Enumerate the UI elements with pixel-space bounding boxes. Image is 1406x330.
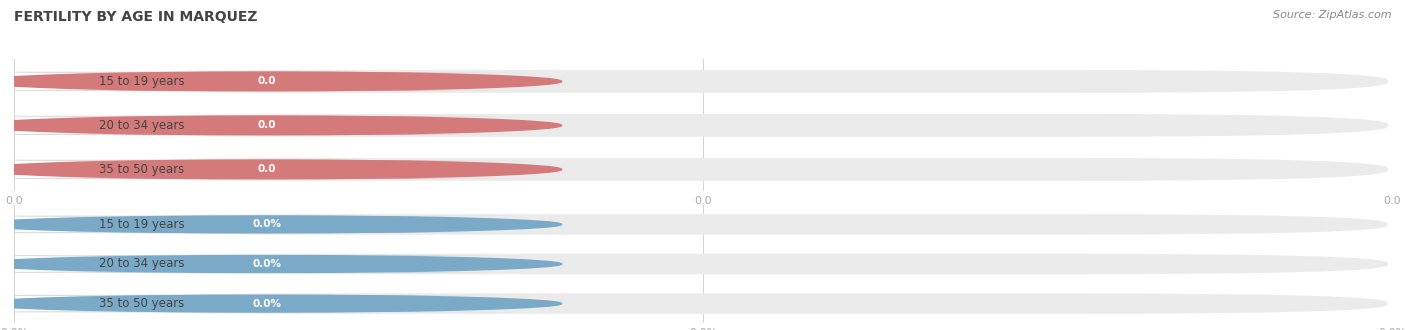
Text: 0.0%: 0.0%: [253, 299, 281, 309]
FancyBboxPatch shape: [0, 160, 301, 179]
FancyBboxPatch shape: [18, 158, 1388, 181]
Text: 0.0%: 0.0%: [253, 259, 281, 269]
Text: 0.0: 0.0: [257, 164, 276, 174]
FancyBboxPatch shape: [18, 214, 1388, 235]
Circle shape: [0, 72, 561, 91]
Text: 20 to 34 years: 20 to 34 years: [100, 257, 184, 271]
Text: FERTILITY BY AGE IN MARQUEZ: FERTILITY BY AGE IN MARQUEZ: [14, 10, 257, 24]
FancyBboxPatch shape: [15, 216, 517, 233]
Text: Source: ZipAtlas.com: Source: ZipAtlas.com: [1274, 10, 1392, 20]
FancyBboxPatch shape: [0, 295, 301, 312]
Text: 20 to 34 years: 20 to 34 years: [100, 119, 184, 132]
FancyBboxPatch shape: [15, 116, 517, 135]
Text: 15 to 19 years: 15 to 19 years: [100, 218, 184, 231]
Circle shape: [0, 255, 561, 273]
Circle shape: [0, 295, 561, 312]
Circle shape: [0, 216, 561, 233]
Text: 0.0%: 0.0%: [253, 219, 281, 229]
FancyBboxPatch shape: [15, 72, 517, 91]
Text: 0.0: 0.0: [257, 120, 276, 130]
Circle shape: [0, 116, 561, 135]
FancyBboxPatch shape: [15, 160, 517, 179]
FancyBboxPatch shape: [18, 114, 1388, 137]
FancyBboxPatch shape: [15, 295, 517, 312]
Text: 35 to 50 years: 35 to 50 years: [100, 163, 184, 176]
FancyBboxPatch shape: [0, 216, 301, 233]
FancyBboxPatch shape: [18, 254, 1388, 274]
FancyBboxPatch shape: [0, 255, 301, 273]
Text: 35 to 50 years: 35 to 50 years: [100, 297, 184, 310]
FancyBboxPatch shape: [15, 255, 517, 273]
Text: 0.0: 0.0: [257, 77, 276, 86]
FancyBboxPatch shape: [0, 116, 301, 135]
FancyBboxPatch shape: [18, 293, 1388, 314]
Text: 15 to 19 years: 15 to 19 years: [100, 75, 184, 88]
FancyBboxPatch shape: [0, 72, 301, 91]
FancyBboxPatch shape: [18, 70, 1388, 93]
Circle shape: [0, 160, 561, 179]
